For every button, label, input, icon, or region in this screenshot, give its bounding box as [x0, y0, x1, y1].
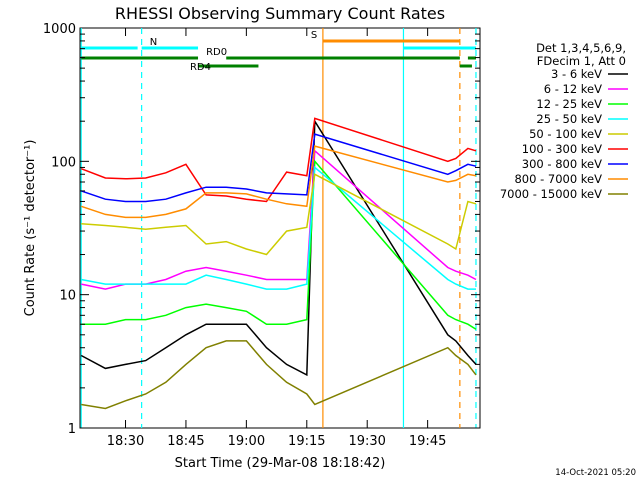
- series-line-3: [81, 159, 477, 330]
- legend-label-5: 50 - 100 keV: [529, 127, 602, 141]
- y-tick-label-1: 1: [68, 422, 76, 437]
- series-line-7: [80, 133, 477, 203]
- y-tick-label-4: 1000: [43, 22, 76, 37]
- legend-label-7: 300 - 800 keV: [522, 157, 602, 171]
- series-line-8: [80, 145, 477, 219]
- x-tick-label-6: 19:45: [409, 434, 446, 449]
- legend-label-3: 12 - 25 keV: [536, 97, 602, 111]
- series-line-5: [81, 173, 477, 256]
- y-tick-label-2: 10: [59, 289, 76, 304]
- chart-title: RHESSI Observing Summary Count Rates: [115, 4, 445, 23]
- legend-label-8: 800 - 7000 keV: [514, 172, 602, 186]
- x-tick-label-4: 19:15: [288, 434, 325, 449]
- plot-frame: [79, 27, 481, 429]
- legend-label-2: 6 - 12 keV: [544, 82, 602, 96]
- legend-label-1: 3 - 6 keV: [551, 67, 602, 81]
- legend-header-1: Det 1,3,4,5,6,9,: [536, 41, 626, 55]
- y-tick-label-3: 100: [51, 155, 76, 170]
- x-tick-label-2: 18:45: [167, 434, 204, 449]
- flag-label-rd4: RD4: [190, 62, 211, 73]
- series-line-4: [81, 165, 476, 290]
- legend-label-9: 7000 - 15000 keV: [500, 187, 602, 201]
- flag-label-n: N: [150, 37, 157, 48]
- x-axis-label: Start Time (29-Mar-08 18:18:42): [175, 456, 386, 471]
- series-line-1: [80, 118, 477, 377]
- flag-label-rd0: RD0: [206, 47, 227, 58]
- x-tick-label-5: 19:30: [348, 434, 385, 449]
- footer-date: 14-Oct-2021 05:20: [555, 468, 636, 478]
- x-tick-label-3: 19:00: [228, 434, 265, 449]
- flag-label-s: S: [311, 30, 317, 41]
- series-line-2: [81, 149, 477, 290]
- series-line-6: [80, 117, 477, 203]
- x-tick-label-1: 18:30: [107, 434, 144, 449]
- legend-label-6: 100 - 300 keV: [522, 142, 602, 156]
- legend-label-4: 25 - 50 keV: [536, 112, 602, 126]
- y-axis-label: Count Rate (s⁻¹ detector⁻¹): [23, 140, 38, 317]
- legend-header-2: FDecim 1, Att 0: [537, 54, 626, 68]
- series-line-9: [81, 340, 477, 410]
